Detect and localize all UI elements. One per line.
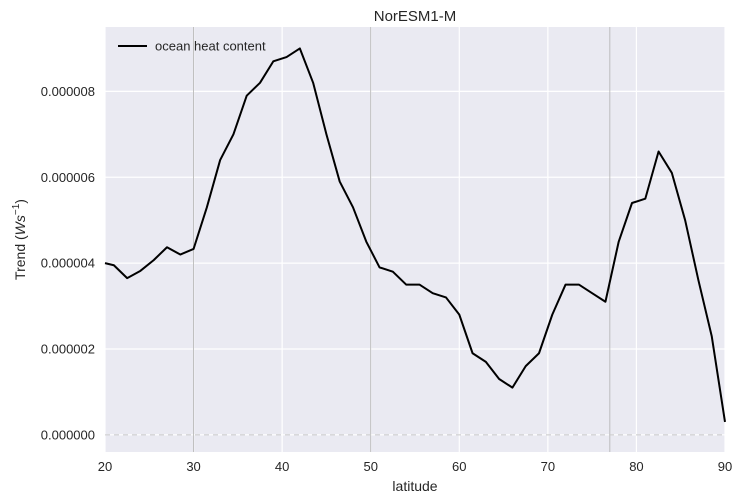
y-tick-labels: 0.000000 0.000002 0.000004 0.000006 0.000008 — [41, 84, 95, 442]
legend-label-ocean-heat-content: ocean heat content — [155, 39, 266, 54]
y-tick-label: 0.000006 — [41, 170, 95, 185]
plot-area — [105, 27, 725, 452]
y-tick-label: 0.000002 — [41, 341, 95, 356]
series-line-ocean-heat-content — [104, 47, 726, 423]
y-axis-label-close: ) — [12, 199, 28, 204]
x-tick-label: 60 — [452, 459, 466, 474]
x-tick-label: 20 — [98, 459, 112, 474]
legend: ocean heat content — [118, 39, 266, 54]
vertical-markers — [193, 27, 611, 452]
y-tick-label: 0.000008 — [41, 84, 95, 99]
x-tick-label: 50 — [363, 459, 377, 474]
y-axis-label-unit: Ws — [12, 215, 28, 235]
x-tick-label: 40 — [275, 459, 289, 474]
y-axis-label: Trend (Ws−1) — [11, 199, 28, 280]
y-axis-label-prefix: Trend ( — [12, 235, 28, 280]
y-tick-label: 0.000004 — [41, 256, 95, 271]
y-tick-label: 0.000000 — [41, 427, 95, 442]
x-tick-label: 30 — [186, 459, 200, 474]
x-tick-labels: 20 30 40 50 60 70 80 90 — [98, 459, 732, 474]
x-tick-label: 70 — [541, 459, 555, 474]
y-axis-label-exponent: −1 — [11, 203, 22, 215]
chart-title: NorESM1-M — [374, 8, 457, 25]
x-axis-label: latitude — [392, 478, 437, 494]
x-tick-label: 80 — [629, 459, 643, 474]
x-tick-label: 90 — [718, 459, 732, 474]
